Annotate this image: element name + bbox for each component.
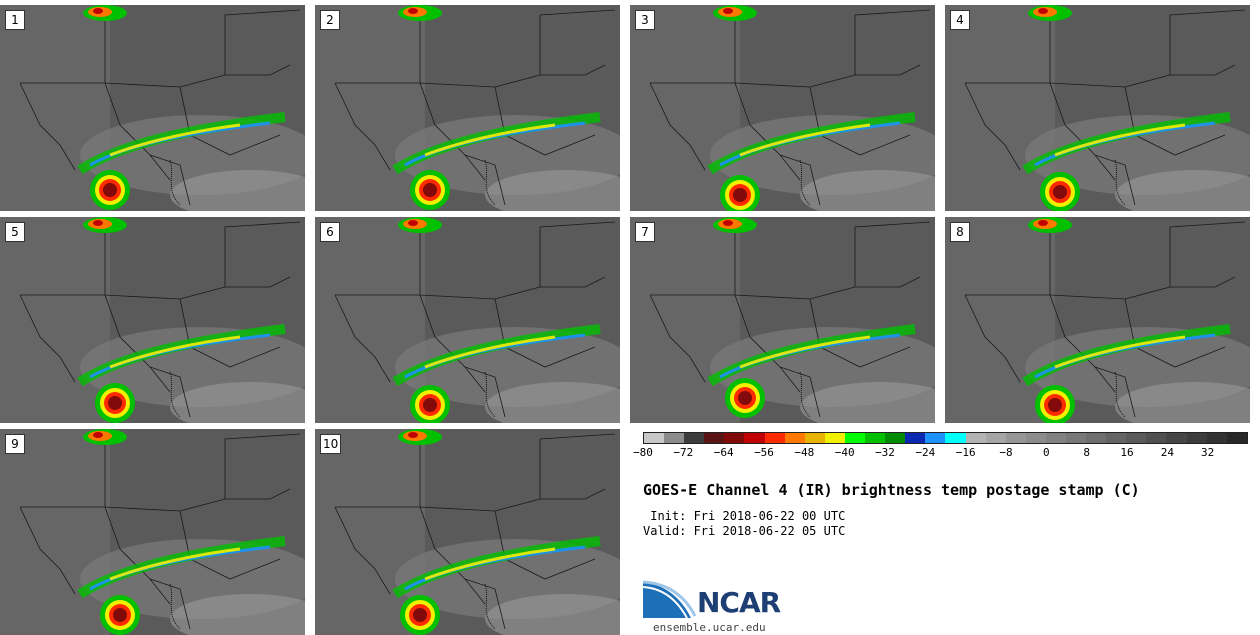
satellite-map: [630, 5, 935, 211]
colorbar-segment: [985, 433, 1006, 443]
panel-number-label: 4: [950, 10, 970, 30]
colorbar-segment: [644, 433, 665, 443]
panel-6: 6: [315, 217, 620, 423]
colorbar-tick-label: 16: [1120, 446, 1134, 459]
colorbar-segment: [1005, 433, 1026, 443]
colorbar-tick-label: −40: [834, 446, 855, 459]
colorbar-tick-label: 0: [1043, 446, 1050, 459]
colorbar-ticks: −80 −72 −64 −56 −48 −40 −32 −24 −16 −8 0 8 16 24 32: [633, 446, 1248, 466]
panel-number-label: 5: [5, 222, 25, 242]
colorbar-segment: [1106, 433, 1127, 443]
colorbar-segment: [945, 433, 966, 443]
colorbar-segment: [905, 433, 926, 443]
colorbar-segment: [744, 433, 765, 443]
satellite-map: [0, 5, 305, 211]
colorbar-segment: [1186, 433, 1207, 443]
colorbar-segment: [965, 433, 986, 443]
colorbar-segment: [804, 433, 825, 443]
colorbar-segment: [1226, 433, 1247, 443]
figure-title: GOES-E Channel 4 (IR) brightness temp po…: [643, 481, 1140, 499]
colorbar-segment: [684, 433, 705, 443]
satellite-map: [315, 429, 620, 635]
satellite-map: [0, 429, 305, 635]
colorbar-tick-label: −8: [999, 446, 1013, 459]
colorbar-tick-label: −32: [875, 446, 895, 459]
colorbar-segment: [1146, 433, 1167, 443]
init-time: Init: Fri 2018-06-22 00 UTC: [643, 509, 846, 523]
satellite-map: [630, 217, 935, 423]
colorbar-segment: [764, 433, 785, 443]
panel-5: 5: [0, 217, 305, 423]
ncar-logo-text: NCAR: [697, 586, 781, 619]
colorbar-tick-label: −64: [713, 446, 734, 459]
panel-10: 10: [315, 429, 620, 635]
panel-number-label: 3: [635, 10, 655, 30]
colorbar-segment: [1065, 433, 1087, 443]
panel-2: 2: [315, 5, 620, 211]
colorbar-tick-label: −56: [754, 446, 774, 459]
colorbar-tick-label: −80: [633, 446, 653, 459]
colorbar-segment: [885, 433, 906, 443]
panel-number-label: 9: [5, 434, 25, 454]
colorbar-tick-label: 32: [1201, 446, 1215, 459]
panel-9: 9: [0, 429, 305, 635]
colorbar-segment: [1206, 433, 1227, 443]
colorbar-segment: [1045, 433, 1066, 443]
ncar-logo-icon: [643, 580, 697, 619]
panel-number-label: 1: [5, 10, 25, 30]
colorbar-segment: [664, 433, 685, 443]
colorbar-segment: [865, 433, 886, 443]
colorbar-segment: [1126, 433, 1147, 443]
colorbar: [643, 432, 1248, 444]
panel-number-label: 7: [635, 222, 655, 242]
colorbar-segment: [704, 433, 725, 443]
colorbar-tick-label: −48: [794, 446, 815, 459]
panel-number-label: 10: [320, 434, 342, 454]
colorbar-tick-label: −72: [673, 446, 694, 459]
website-url[interactable]: ensemble.ucar.edu: [653, 621, 766, 634]
satellite-map: [945, 217, 1250, 423]
panel-8: 8: [945, 217, 1250, 423]
colorbar-segment: [824, 433, 845, 443]
colorbar-tick-label: 8: [1083, 446, 1090, 459]
colorbar-segment: [724, 433, 745, 443]
panel-number-label: 8: [950, 222, 970, 242]
colorbar-segment: [1025, 433, 1046, 443]
satellite-map: [945, 5, 1250, 211]
satellite-map: [315, 5, 620, 211]
panel-number-label: 2: [320, 10, 340, 30]
panel-3: 3: [630, 5, 935, 211]
colorbar-tick-label: −24: [915, 446, 936, 459]
colorbar-tick-label: −16: [955, 446, 976, 459]
panel-4: 4: [945, 5, 1250, 211]
satellite-map: [0, 217, 305, 423]
panel-7: 7: [630, 217, 935, 423]
colorbar-segment: [1166, 433, 1187, 443]
colorbar-segment: [844, 433, 866, 443]
colorbar-segment: [1086, 433, 1107, 443]
colorbar-segment: [925, 433, 946, 443]
colorbar-tick-label: 24: [1160, 446, 1174, 459]
valid-time: Valid: Fri 2018-06-22 05 UTC: [643, 524, 846, 538]
panel-number-label: 6: [320, 222, 340, 242]
colorbar-segment: [784, 433, 805, 443]
satellite-map: [315, 217, 620, 423]
panel-1: 1: [0, 5, 305, 211]
